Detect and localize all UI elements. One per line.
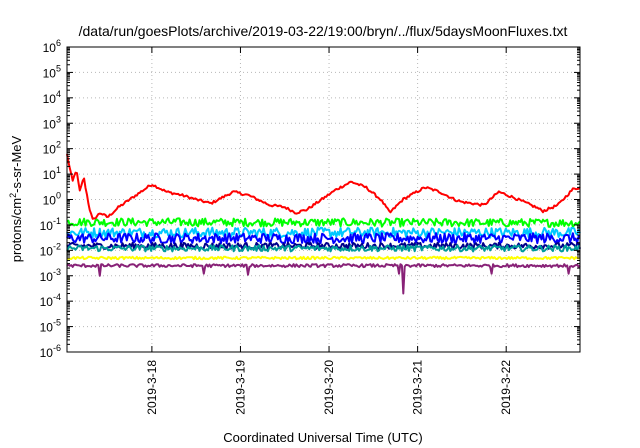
series-line-2 xyxy=(66,217,581,228)
y-tick-label: 10-6 xyxy=(40,343,61,360)
x-tick-label: 2019-3-20 xyxy=(322,360,336,415)
y-tick-label: 102 xyxy=(43,140,61,157)
y-tick-label: 101 xyxy=(43,165,61,182)
y-tick-label: 106 xyxy=(43,38,61,55)
y-tick-label: 10-3 xyxy=(40,267,61,284)
x-tick-label: 2019-3-21 xyxy=(411,360,425,415)
series-line-1 xyxy=(66,153,581,220)
y-axis-label: protons/cm2-s-sr-MeV xyxy=(8,135,24,262)
x-tick-label: 2019-3-19 xyxy=(233,360,247,415)
y-tick-label: 104 xyxy=(43,89,61,106)
series-line-7 xyxy=(66,255,581,261)
series-line-8 xyxy=(66,263,581,295)
axis-ticks: 10-6 10-5 10-4 10-3 10-2 10-1 100 101 102 103 104 1… xyxy=(40,38,580,415)
y-tick-label: 100 xyxy=(43,191,61,208)
y-tick-label: 103 xyxy=(43,114,61,131)
series-line-6 xyxy=(66,244,581,253)
x-axis-label: Coordinated Universal Time (UTC) xyxy=(223,430,422,445)
y-tick-label: 10-5 xyxy=(40,318,61,335)
y-tick-label: 10-1 xyxy=(40,216,61,233)
x-tick-label: 2019-3-18 xyxy=(145,360,159,415)
y-tick-label: 10-4 xyxy=(40,292,61,309)
y-axis-label-main: protons/cm xyxy=(9,198,24,262)
y-axis-label-rest: -s-sr-MeV xyxy=(9,135,24,192)
series-layer xyxy=(66,153,581,295)
series-line-4 xyxy=(66,232,581,245)
y-tick-label: 10-2 xyxy=(40,241,61,258)
y-tick-label: 105 xyxy=(43,63,61,80)
chart-title: /data/run/goesPlots/archive/2019-03-22/1… xyxy=(79,23,568,39)
y-axis-label-superscript: 2 xyxy=(8,193,18,198)
x-tick-label: 2019-3-22 xyxy=(499,360,513,415)
